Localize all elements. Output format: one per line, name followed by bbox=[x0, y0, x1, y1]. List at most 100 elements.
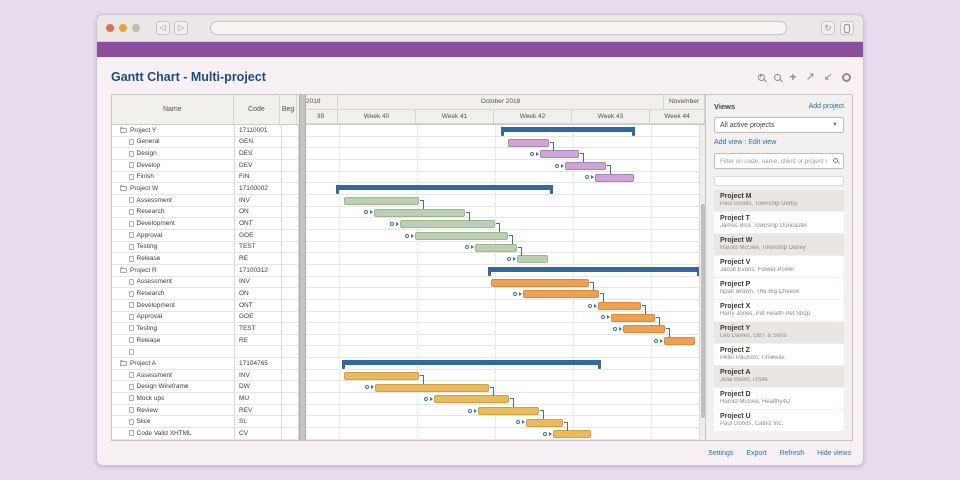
edit-view-link[interactable]: Edit view bbox=[748, 139, 777, 146]
expand-icon[interactable]: ↗ bbox=[805, 70, 815, 83]
project-list-item[interactable]: Project Z Peter Paulson, Timewax bbox=[714, 344, 844, 365]
table-row[interactable]: Approval GOE bbox=[112, 229, 299, 242]
table-row[interactable]: Review REV bbox=[112, 404, 299, 417]
table-row[interactable]: Testing TEST bbox=[112, 241, 299, 254]
gantt-task-bar[interactable] bbox=[598, 302, 641, 310]
maximize-window-icon[interactable] bbox=[132, 24, 140, 32]
settings-link[interactable]: Settings bbox=[708, 450, 734, 457]
gantt-task-bar[interactable] bbox=[478, 407, 539, 415]
view-select[interactable]: All active projects ▼ bbox=[714, 117, 844, 133]
collapse-icon[interactable]: ↙ bbox=[823, 70, 833, 83]
add-project-link[interactable]: Add project bbox=[808, 103, 844, 110]
table-row[interactable]: Assessment INV bbox=[112, 276, 299, 289]
gantt-task-bar[interactable] bbox=[523, 290, 599, 299]
gantt-task-bar[interactable] bbox=[611, 313, 655, 322]
project-subtitle: Paul Goods, Township Derby bbox=[720, 201, 798, 207]
gantt-task-bar[interactable] bbox=[491, 278, 589, 287]
gantt-task-bar[interactable] bbox=[344, 372, 419, 380]
gantt-task-bar[interactable] bbox=[344, 197, 419, 205]
gantt-task-bar[interactable] bbox=[374, 208, 465, 217]
table-row[interactable]: Development ONT bbox=[112, 299, 299, 312]
project-list-item[interactable]: Project X Harry Jones, Pet Health Pet Sho… bbox=[714, 300, 844, 321]
table-row[interactable]: Project R 17100312 bbox=[112, 264, 299, 277]
hide-views-link[interactable]: Hide views bbox=[817, 450, 851, 457]
task-name: Research bbox=[136, 290, 165, 298]
table-row[interactable]: Mock ups MU bbox=[112, 393, 299, 405]
table-row[interactable]: Project W 17100002 bbox=[112, 183, 299, 195]
table-row[interactable]: General GEN bbox=[112, 136, 299, 149]
dependency-origin-icon bbox=[405, 233, 409, 238]
project-list-item[interactable]: Project M Paul Goods, Township Derby bbox=[714, 190, 844, 211]
table-row[interactable]: Project A 17104765 bbox=[112, 358, 299, 370]
project-list-item[interactable]: Project T James Brol, Township Doncaster bbox=[714, 212, 844, 233]
project-list-item[interactable]: Project Y Leo Davies, GBT & Sons bbox=[714, 322, 844, 343]
gantt-task-bar[interactable] bbox=[475, 243, 517, 252]
refresh-link[interactable]: Refresh bbox=[779, 450, 805, 457]
gantt-task-bar[interactable] bbox=[415, 232, 508, 240]
table-row[interactable]: Approval GOE bbox=[112, 311, 299, 324]
minimize-window-icon[interactable] bbox=[119, 24, 127, 32]
table-row[interactable]: Research ON bbox=[112, 288, 299, 300]
project-list-item[interactable]: Project D Harold McGee, Healthy4U bbox=[714, 388, 844, 409]
project-list-item[interactable]: Project U Paul Goods, Catniz Inc. bbox=[714, 410, 844, 431]
gantt-summary-bar[interactable] bbox=[336, 185, 553, 195]
column-header-code[interactable]: Code bbox=[234, 95, 281, 124]
gantt-task-bar[interactable] bbox=[434, 395, 509, 404]
device-icon[interactable] bbox=[840, 21, 854, 35]
table-row[interactable]: Testing TEST bbox=[112, 323, 299, 335]
pan-icon[interactable]: + bbox=[789, 69, 797, 84]
table-row[interactable]: Design Wireframe DW bbox=[112, 381, 299, 394]
column-splitter[interactable] bbox=[299, 95, 306, 440]
gantt-task-bar[interactable] bbox=[664, 337, 695, 345]
gantt-task-bar[interactable] bbox=[508, 138, 549, 147]
gantt-task-bar[interactable] bbox=[595, 173, 634, 182]
gantt-task-bar[interactable] bbox=[565, 162, 606, 170]
table-row[interactable]: Release RE bbox=[112, 253, 299, 265]
gantt-task-bar[interactable] bbox=[375, 383, 489, 392]
project-filter-input[interactable] bbox=[714, 153, 844, 169]
task-name: Assessment bbox=[136, 196, 172, 204]
zoom-in-icon[interactable] bbox=[757, 73, 765, 81]
gantt-task-bar[interactable] bbox=[517, 255, 548, 264]
task-name: Development bbox=[136, 220, 175, 228]
table-row[interactable] bbox=[112, 346, 299, 359]
gantt-task-bar[interactable] bbox=[526, 418, 563, 427]
zoom-out-icon[interactable] bbox=[773, 73, 781, 81]
export-link[interactable]: Export bbox=[746, 450, 767, 457]
gantt-summary-bar[interactable] bbox=[501, 127, 635, 136]
add-view-link[interactable]: Add view bbox=[714, 139, 743, 146]
project-list-item[interactable]: Project A Julia Boom, USite bbox=[714, 366, 844, 387]
column-header-name[interactable]: Name bbox=[112, 95, 234, 124]
gantt-summary-bar[interactable] bbox=[488, 267, 700, 276]
table-row[interactable]: Project Y 17110001 bbox=[112, 125, 299, 137]
gantt-summary-bar[interactable] bbox=[342, 360, 601, 370]
settings-icon[interactable] bbox=[842, 72, 851, 82]
project-list-item[interactable]: Project V Jacob Evans, Flower Power bbox=[714, 256, 844, 277]
url-bar[interactable] bbox=[210, 21, 787, 35]
gantt-task-bar[interactable] bbox=[540, 150, 579, 159]
forward-button[interactable]: ▷ bbox=[174, 21, 188, 35]
gantt-task-bar[interactable] bbox=[400, 220, 495, 229]
timeline-cell: November bbox=[664, 95, 705, 110]
scrollbar-thumb[interactable] bbox=[700, 203, 705, 418]
project-list-item[interactable]: Project P Noah Brown, The Big Cheese bbox=[714, 278, 844, 299]
table-row[interactable]: Code Valid XHTML CV bbox=[112, 428, 299, 440]
table-row[interactable]: Release RE bbox=[112, 334, 299, 347]
table-row[interactable]: Finish FIN bbox=[112, 171, 299, 184]
table-row[interactable]: Slice SL bbox=[112, 416, 299, 429]
gantt-task-bar[interactable] bbox=[553, 430, 591, 439]
table-row[interactable]: Assessment INV bbox=[112, 369, 299, 382]
back-button[interactable]: ◁ bbox=[156, 21, 170, 35]
close-window-icon[interactable] bbox=[106, 24, 114, 32]
column-header-beg[interactable]: Beg bbox=[280, 95, 297, 124]
table-row[interactable]: Research ON bbox=[112, 206, 299, 219]
project-list-item[interactable]: Project W Harold McGee, Township Darley bbox=[714, 234, 844, 255]
chart-row bbox=[306, 148, 705, 160]
refresh-icon[interactable]: ↻ bbox=[821, 21, 835, 35]
table-row[interactable]: Development ONT bbox=[112, 218, 299, 230]
gantt-task-bar[interactable] bbox=[623, 325, 665, 334]
table-row[interactable]: Develop DEV bbox=[112, 159, 299, 172]
table-row[interactable]: Design DES bbox=[112, 148, 299, 160]
table-row[interactable]: Assessment INV bbox=[112, 194, 299, 207]
vertical-scrollbar[interactable] bbox=[699, 125, 705, 440]
